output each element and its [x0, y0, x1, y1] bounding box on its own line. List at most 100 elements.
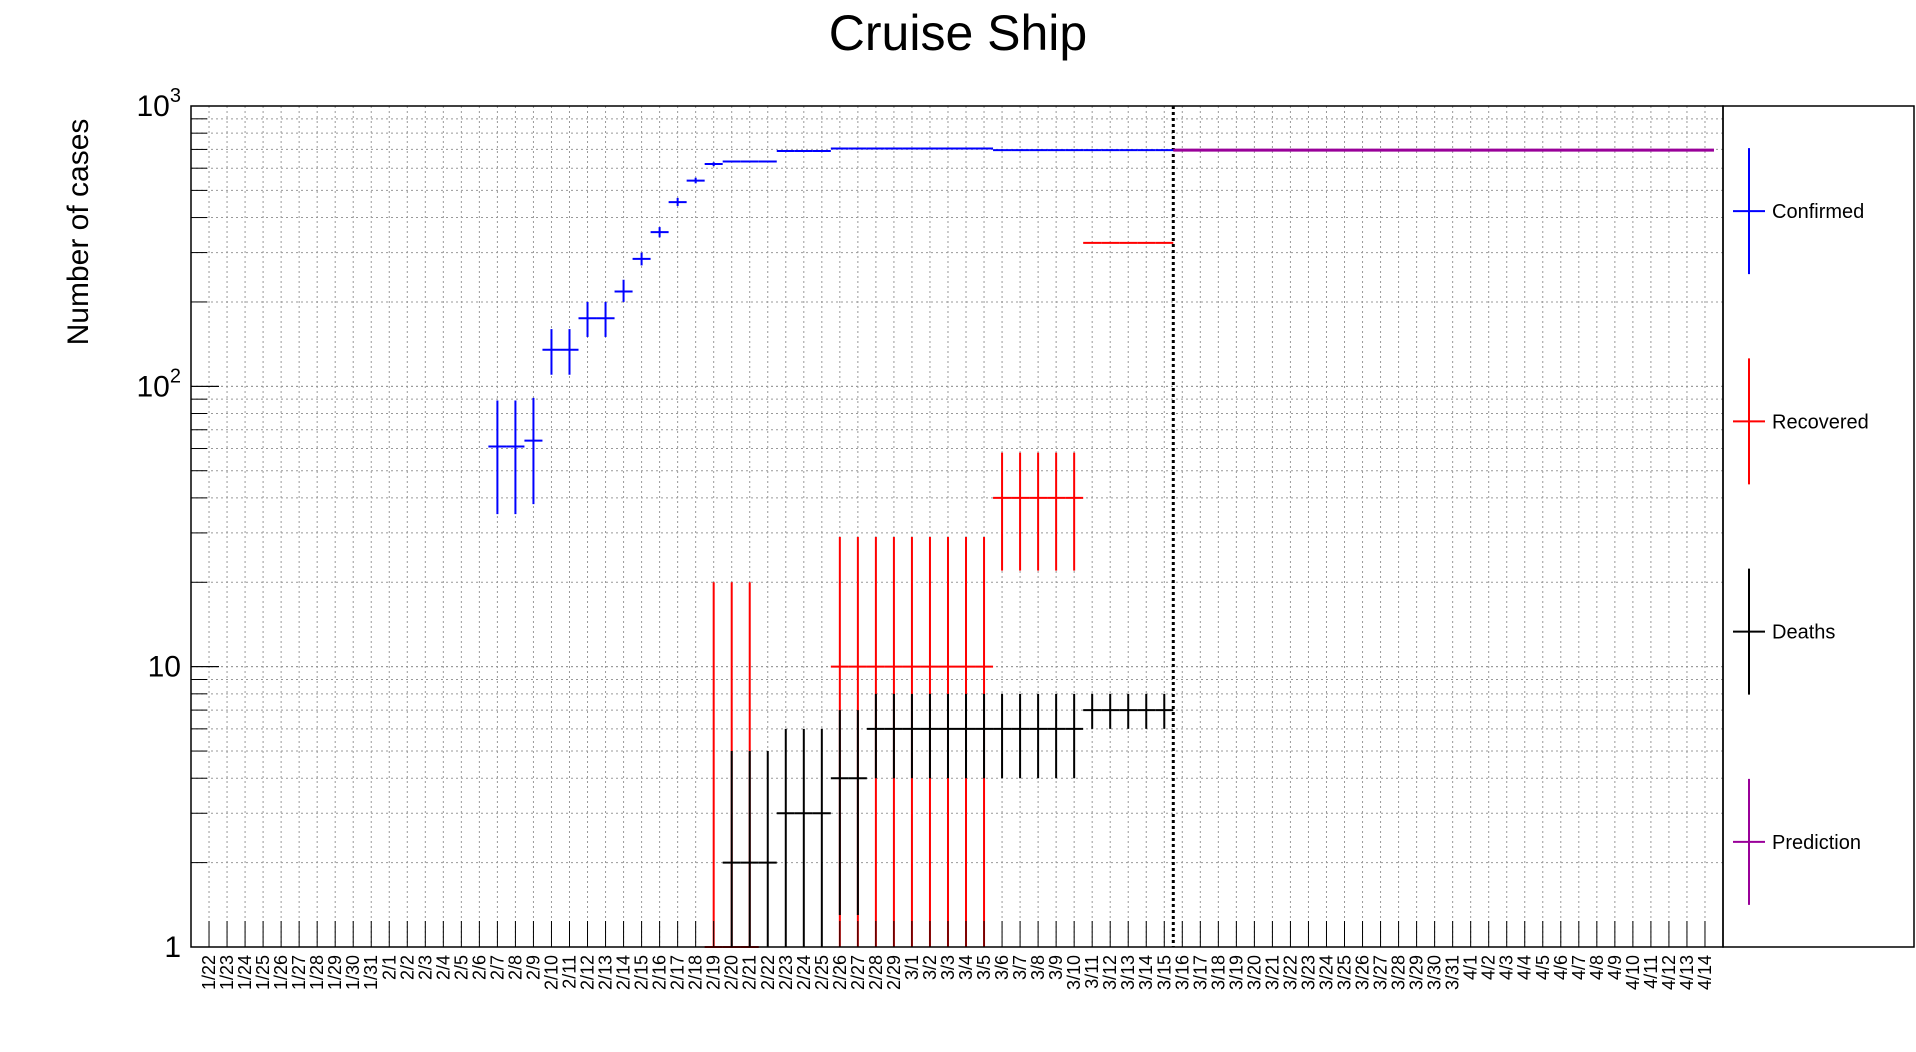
x-tick-label: 3/5 — [974, 955, 994, 980]
x-tick-label: 1/31 — [361, 955, 381, 990]
data-point — [578, 301, 597, 337]
series-layer — [488, 106, 1714, 948]
y-tick-label: 10 — [148, 651, 181, 684]
x-tick-label: 3/17 — [1190, 955, 1210, 990]
x-tick-label: 3/23 — [1298, 955, 1318, 990]
x-tick-label: 2/21 — [740, 955, 760, 990]
x-tick-label: 3/19 — [1226, 955, 1246, 990]
y-tick-exponent: 2 — [170, 365, 181, 387]
data-point — [758, 751, 777, 947]
x-tick-label: 3/15 — [1154, 955, 1174, 990]
x-tick-label: 3/2 — [920, 955, 940, 980]
data-point — [993, 693, 1012, 779]
data-point — [740, 751, 759, 947]
x-tick-label: 3/30 — [1425, 955, 1445, 990]
x-tick-label: 3/13 — [1118, 955, 1138, 990]
x-tick-label: 1/25 — [253, 955, 273, 990]
x-tick-label: 3/10 — [1064, 955, 1084, 990]
x-tick-label: 2/22 — [758, 955, 778, 990]
x-tick-label: 2/9 — [523, 955, 543, 980]
x-tick-label: 3/3 — [938, 955, 958, 980]
x-tick-label: 3/16 — [1172, 955, 1192, 990]
data-point — [560, 329, 579, 375]
x-tick-label: 4/7 — [1569, 955, 1589, 980]
x-tick-label: 3/11 — [1082, 955, 1102, 989]
grid — [191, 105, 1723, 948]
x-tick-label: 2/2 — [397, 955, 417, 980]
data-point — [884, 693, 903, 779]
x-tick-label: 2/27 — [848, 955, 868, 990]
x-tick-label: 3/28 — [1389, 955, 1409, 990]
x-tick-label: 1/30 — [343, 955, 363, 990]
data-point — [1047, 452, 1066, 571]
x-tick-label: 2/14 — [614, 955, 634, 990]
x-tick-label: 1/28 — [307, 955, 327, 990]
x-tick-label: 2/26 — [830, 955, 850, 990]
data-point — [1029, 452, 1048, 571]
y-axis-label: Number of cases — [62, 119, 95, 346]
x-tick-label: 1/24 — [235, 955, 255, 990]
y-tick-label: 1 — [164, 931, 181, 964]
x-tick-label: 4/13 — [1677, 955, 1697, 990]
legend-frame — [1722, 105, 1915, 948]
x-tick-label: 2/24 — [794, 955, 814, 990]
x-tick-label: 2/12 — [578, 955, 598, 990]
x-tick-label: 2/7 — [487, 955, 507, 980]
axes: 1 10 102 103 1/221/231/241/251/261/271/281/2… — [137, 85, 1915, 990]
x-tick-label: 4/9 — [1605, 955, 1625, 980]
legend: Confirmed Recovered Deaths Prediction — [1733, 148, 1869, 905]
data-point — [866, 693, 885, 779]
x-tick-label: 3/18 — [1208, 955, 1228, 990]
legend-label: Confirmed — [1772, 201, 1864, 223]
x-tick-label: 3/14 — [1136, 955, 1156, 990]
x-tick-label: 4/11 — [1641, 955, 1661, 989]
x-tick-label: 1/26 — [271, 955, 291, 990]
x-tick-label: 4/10 — [1623, 955, 1643, 990]
data-point — [596, 301, 615, 337]
legend-label: Recovered — [1772, 411, 1869, 433]
data-point — [506, 400, 525, 515]
x-tick-label: 3/22 — [1280, 955, 1300, 990]
data-point — [1119, 693, 1138, 729]
data-point — [920, 693, 939, 779]
data-point — [1065, 452, 1084, 571]
legend-entry-deaths: Deaths — [1733, 568, 1835, 695]
chart-title: Cruise Ship — [829, 5, 1087, 61]
x-tick-label: 3/12 — [1100, 955, 1120, 990]
data-point — [902, 693, 921, 779]
x-tick-label: 3/24 — [1316, 955, 1336, 990]
x-tick-label: 4/1 — [1461, 955, 1481, 980]
x-tick-label: 2/13 — [596, 955, 616, 990]
data-point — [722, 751, 741, 947]
x-tick-label: 2/10 — [541, 955, 561, 990]
data-point — [1065, 693, 1084, 779]
data-point — [1011, 693, 1030, 779]
data-point — [938, 693, 957, 779]
x-tick-label: 2/28 — [866, 955, 886, 990]
data-point — [776, 728, 795, 947]
data-point — [1083, 693, 1102, 729]
x-tick-label: 3/1 — [902, 955, 922, 980]
x-tick-label: 3/29 — [1407, 955, 1427, 990]
x-tick-label: 3/31 — [1443, 955, 1463, 990]
data-point — [1101, 693, 1120, 729]
x-tick-label: 2/19 — [704, 955, 724, 990]
series-recovered — [704, 241, 1174, 948]
data-point — [1029, 693, 1048, 779]
series-confirmed — [488, 147, 1174, 515]
x-tick-label: 4/4 — [1515, 955, 1535, 980]
x-tick-label: 2/17 — [668, 955, 688, 990]
x-tick-label: 3/9 — [1046, 955, 1066, 980]
x-tick-label: 1/29 — [325, 955, 345, 990]
x-tick-label: 2/6 — [469, 955, 489, 980]
data-point — [704, 582, 723, 948]
data-point — [794, 728, 813, 947]
y-tick-label: 102 — [137, 365, 182, 403]
data-point — [1137, 693, 1156, 729]
x-tick-label: 3/27 — [1371, 955, 1391, 990]
legend-entry-confirmed: Confirmed — [1733, 148, 1864, 275]
x-tick-label: 2/23 — [776, 955, 796, 990]
data-point — [975, 693, 994, 779]
data-point — [1011, 452, 1030, 571]
data-point — [1047, 693, 1066, 779]
